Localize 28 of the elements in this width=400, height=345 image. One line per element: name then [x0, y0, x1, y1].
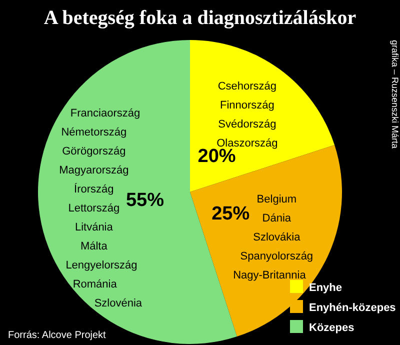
chart-title: A betegség foka a diagnosztizáláskor	[44, 7, 356, 29]
text: grafika – Ruzsenszki Márta	[390, 40, 400, 149]
text: Belgium	[256, 194, 297, 206]
data-label: 55%	[126, 190, 164, 212]
text: Svédország	[218, 118, 276, 130]
text: Málta	[80, 240, 108, 253]
text: Szlovénia	[94, 298, 142, 310]
text: Görögország	[62, 146, 126, 158]
text: Finnország	[220, 99, 274, 112]
pie-slice	[190, 40, 335, 192]
text: Szlovákia	[253, 232, 300, 244]
legend-label: Enyhén-közepes	[309, 302, 396, 314]
text: Dánia	[262, 212, 292, 225]
text: Csehország	[218, 80, 277, 92]
text: Magyarország	[59, 164, 129, 177]
text: Spanyolország	[240, 250, 314, 263]
text: Írország	[74, 184, 114, 196]
legend-label: Közepes	[309, 322, 354, 334]
text: Litvánia	[74, 222, 113, 234]
text: Németország	[61, 126, 127, 139]
data-label: 25%	[212, 204, 250, 225]
text: Lengyelország	[66, 260, 138, 272]
legend-label: Enyhe	[309, 282, 342, 294]
text: Nagy-Britannia	[233, 270, 306, 282]
text: Lettország	[68, 202, 120, 215]
text: Franciaország	[70, 108, 140, 120]
text: Forrás: Alcove Projekt	[8, 330, 106, 341]
text: Románia	[72, 278, 117, 291]
